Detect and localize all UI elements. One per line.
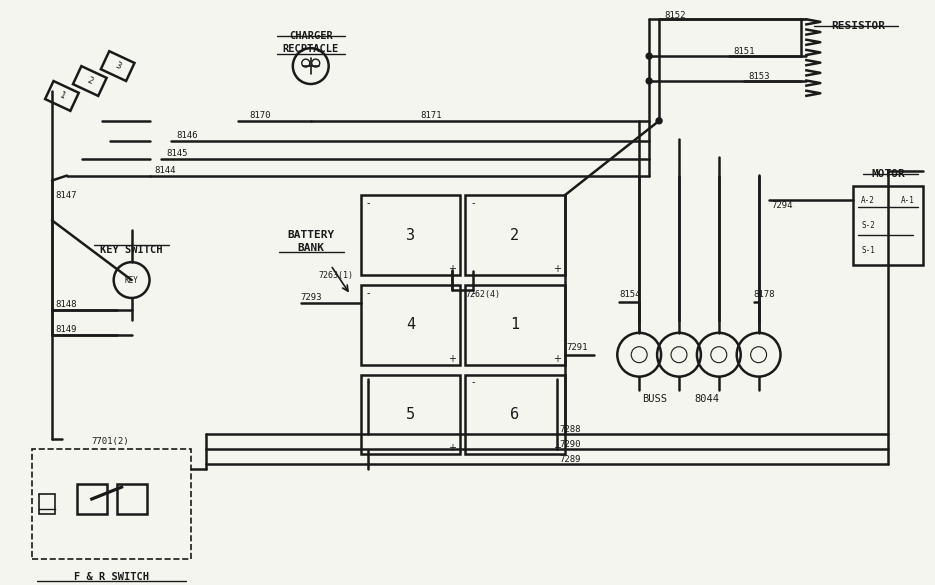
Circle shape	[646, 78, 652, 84]
Bar	[361, 374, 460, 454]
Text: 8144: 8144	[154, 166, 176, 175]
Text: MOTOR: MOTOR	[871, 168, 905, 178]
Text: 7288: 7288	[559, 425, 581, 434]
Text: 8153: 8153	[749, 71, 770, 81]
Text: 5: 5	[406, 407, 415, 422]
Text: -: -	[367, 377, 370, 388]
Text: RESISTOR: RESISTOR	[831, 21, 885, 31]
Text: BUSS: BUSS	[642, 394, 668, 404]
Text: KEY: KEY	[124, 276, 138, 284]
Circle shape	[656, 118, 662, 124]
Text: 8145: 8145	[166, 149, 188, 158]
Text: A-1: A-1	[901, 196, 914, 205]
Text: F & R SWITCH: F & R SWITCH	[74, 572, 150, 581]
Text: 8152: 8152	[664, 11, 685, 20]
Bar	[361, 285, 460, 364]
Text: -: -	[471, 198, 475, 208]
Bar	[39, 494, 55, 514]
Text: +: +	[448, 354, 456, 364]
Text: +: +	[553, 443, 561, 453]
Text: 8044: 8044	[694, 394, 719, 404]
Text: 1: 1	[511, 317, 519, 332]
Bar	[853, 185, 923, 265]
Bar	[117, 484, 147, 514]
Bar	[465, 285, 565, 364]
Text: 7294: 7294	[771, 201, 793, 210]
Text: BATTERY: BATTERY	[287, 230, 335, 240]
Text: 8170: 8170	[249, 111, 270, 121]
Text: +: +	[553, 354, 561, 364]
Bar	[465, 374, 565, 454]
Text: 8146: 8146	[177, 131, 198, 140]
Bar	[32, 449, 192, 559]
Text: 8149: 8149	[55, 325, 77, 334]
Text: 7293: 7293	[301, 294, 323, 302]
Text: BANK: BANK	[297, 243, 324, 253]
Text: 8171: 8171	[420, 111, 441, 121]
Text: 8154: 8154	[619, 291, 640, 300]
Text: 8151: 8151	[734, 47, 755, 56]
Text: +: +	[448, 443, 456, 453]
Text: 7291: 7291	[567, 343, 588, 352]
Text: 7262(4): 7262(4)	[465, 291, 500, 300]
Text: 2: 2	[85, 76, 94, 86]
Text: 6: 6	[511, 407, 519, 422]
Text: -: -	[471, 377, 475, 388]
Text: +: +	[448, 264, 456, 274]
Text: S-2: S-2	[861, 221, 875, 230]
Text: -: -	[367, 198, 370, 208]
Text: RECPTACLE: RECPTACLE	[282, 44, 338, 54]
Text: 8148: 8148	[55, 301, 77, 309]
Text: 8147: 8147	[55, 191, 77, 200]
Text: A-2: A-2	[861, 196, 875, 205]
Text: 3: 3	[406, 228, 415, 243]
Text: 7701(2): 7701(2)	[92, 437, 129, 446]
Bar	[77, 484, 107, 514]
Text: 4: 4	[406, 317, 415, 332]
Text: CHARGER: CHARGER	[289, 31, 333, 41]
Circle shape	[646, 53, 652, 59]
Bar	[465, 195, 565, 275]
Text: KEY SWITCH: KEY SWITCH	[100, 245, 163, 255]
Text: -: -	[367, 288, 370, 298]
Text: 7290: 7290	[559, 440, 581, 449]
Text: S-1: S-1	[861, 246, 875, 254]
Text: -: -	[471, 288, 475, 298]
Text: 3: 3	[113, 61, 122, 71]
Text: 8178: 8178	[754, 291, 775, 300]
Text: 1: 1	[58, 91, 66, 101]
Text: +: +	[553, 264, 561, 274]
Bar	[361, 195, 460, 275]
Text: 7263(1): 7263(1)	[319, 271, 353, 280]
Text: 2: 2	[511, 228, 519, 243]
Text: 7289: 7289	[559, 455, 581, 464]
